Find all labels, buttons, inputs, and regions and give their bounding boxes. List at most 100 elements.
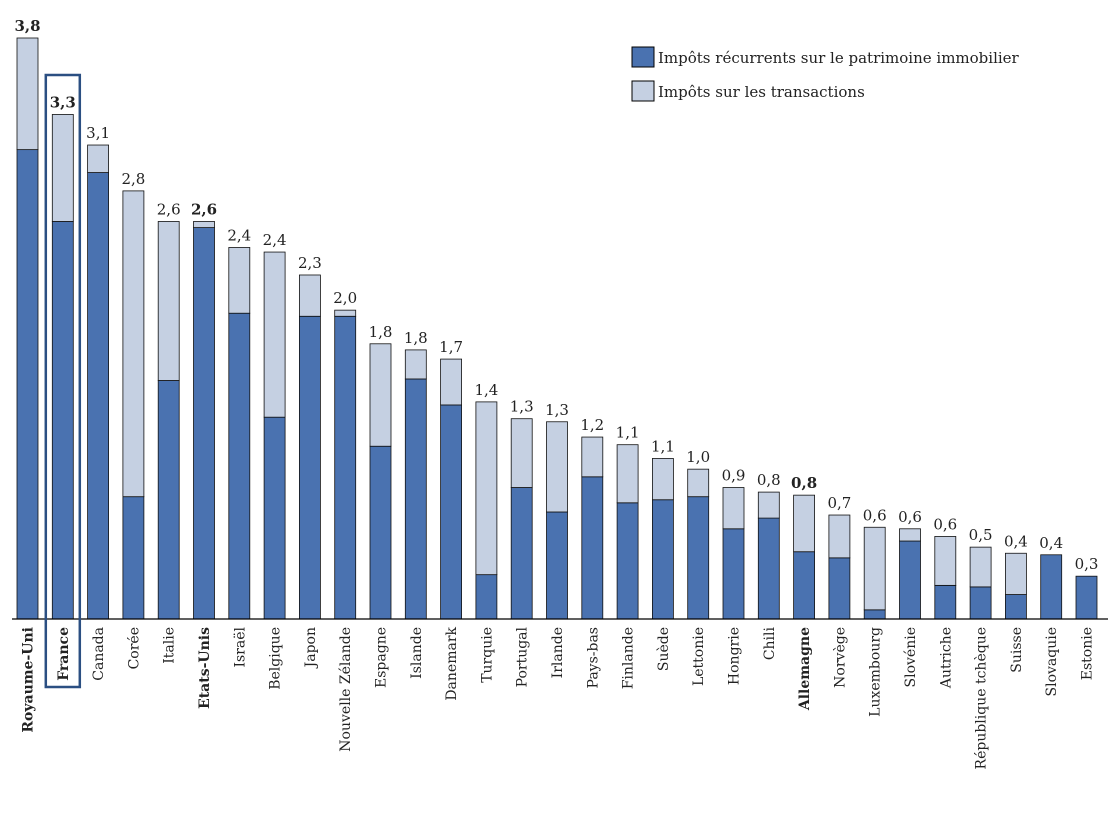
category-label-republique-tcheque: République tchèque [974,627,990,769]
total-label-etats-unis: 2,6 [191,200,217,218]
bar-transactions-royaume-uni [16,37,39,151]
bar-recurrent-nouvelle-zelande [334,315,357,620]
legend-label-transactions: Impôts sur les transactions [658,83,865,101]
category-label-norvege: Norvège [832,627,848,688]
france-highlight-box [44,73,82,689]
bar-recurrent-canada [87,172,109,620]
category-label-etats-unis: Etats-Unis [197,627,213,709]
bar-recurrent-espagne [369,445,392,620]
total-label-republique-tcheque: 0,5 [969,526,993,544]
bar-transactions-lettonie [687,468,710,498]
category-label-hongrie: Hongrie [727,627,743,685]
total-label-suede: 1,1 [651,437,675,455]
category-label-estonie: Estonie [1080,627,1096,680]
category-label-italie: Italie [162,627,178,664]
bar-recurrent-luxembourg [863,609,886,620]
category-label-islande: Islande [409,627,425,679]
legend: Impôts récurrents sur le patrimoine immo… [631,46,1020,102]
legend-label-recurrent: Impôts récurrents sur le patrimoine immo… [658,49,1020,67]
total-label-israel: 2,4 [227,226,251,244]
value-labels-group: 3,8 3,3 3,1 2,8 2,6 2,6 2,4 2,4 2,3 2,0 1,8 1,8 1,7 1… [14,17,1098,573]
bar-transactions-israel [228,247,251,314]
total-label-finlande: 1,1 [616,424,640,442]
bar-transactions-slovenie [899,528,921,542]
category-label-autriche: Autriche [938,627,954,689]
bar-transactions-nouvelle-zelande [334,309,357,317]
legend-swatch-transactions [631,80,655,102]
bar-transactions-belgique [263,251,286,418]
total-label-belgique: 2,4 [263,231,287,249]
total-label-danemark: 1,7 [439,338,463,356]
bar-recurrent-royaume-uni [16,149,39,620]
bar-recurrent-hongrie [722,528,745,620]
category-label-danemark: Danemark [444,626,460,700]
category-label-chili: Chili [762,626,778,660]
bar-recurrent-israel [228,312,251,620]
bar-transactions-chili [757,491,780,519]
bar-recurrent-suisse [1005,594,1027,620]
category-label-espagne: Espagne [374,627,390,688]
bar-recurrent-coree [122,496,145,620]
bar-transactions-canada [87,144,109,173]
bar-transactions-irlande [546,421,568,513]
bars-group [16,37,1098,620]
bar-transactions-france [51,114,74,222]
category-label-royaume-uni: Royaume-Uni [21,627,37,733]
total-label-allemagne: 0,8 [791,474,817,492]
bar-recurrent-etats-unis [193,227,215,620]
bar-transactions-suede [652,458,674,501]
bar-recurrent-chili [757,517,780,620]
bar-transactions-finlande [616,444,639,504]
bar-recurrent-france [51,221,74,620]
bar-recurrent-suede [652,499,674,620]
total-label-france: 3,3 [50,93,76,111]
bar-transactions-hongrie [722,487,745,530]
total-label-islande: 1,8 [404,329,428,347]
bar-recurrent-islande [404,378,427,620]
total-label-luxembourg: 0,6 [863,506,887,524]
category-label-allemagne: Allemagne [797,627,813,711]
legend-swatch-recurrent [631,46,655,68]
total-label-chili: 0,8 [757,471,781,489]
bar-transactions-portugal [510,418,533,488]
bar-recurrent-estonie [1075,575,1098,620]
total-label-hongrie: 0,9 [722,467,746,485]
bar-transactions-pays-bas [581,436,604,478]
total-label-slovenie: 0,6 [898,508,922,526]
bar-transactions-japon [298,274,321,317]
total-label-estonie: 0,3 [1075,555,1099,573]
total-label-japon: 2,3 [298,254,322,272]
total-label-espagne: 1,8 [369,323,393,341]
bar-recurrent-norvege [828,557,851,620]
bar-transactions-turquie [475,401,498,576]
bar-recurrent-irlande [546,511,568,620]
bar-transactions-coree [122,190,145,498]
category-label-portugal: Portugal [515,626,531,687]
category-label-irlande: Irlande [550,627,566,678]
bar-transactions-allemagne [793,494,815,553]
bar-recurrent-pays-bas [581,476,604,620]
category-label-turquie: Turquie [479,627,495,683]
total-label-canada: 3,1 [86,124,110,142]
category-label-nouvelle-zelande: Nouvelle Zélande [338,627,354,752]
bar-recurrent-slovaquie [1040,554,1063,620]
category-label-slovenie: Slovénie [903,627,919,687]
category-label-suede: Suède [656,627,672,671]
bar-transactions-etats-unis [193,221,215,228]
category-label-finlande: Finlande [621,627,637,689]
bar-transactions-suisse [1005,552,1027,595]
category-label-japon: Japon [303,627,319,669]
category-label-israel: Israël [232,626,248,667]
total-label-nouvelle-zelande: 2,0 [333,289,357,307]
bar-transactions-norvege [828,514,851,559]
bar-recurrent-allemagne [793,551,815,620]
total-label-irlande: 1,3 [545,401,569,419]
category-label-france: France [56,627,72,681]
total-label-suisse: 0,4 [1004,532,1028,550]
bar-recurrent-italie [157,380,180,620]
bar-transactions-luxembourg [863,526,886,611]
category-label-suisse: Suisse [1009,627,1025,673]
category-label-luxembourg: Luxembourg [868,627,884,717]
total-label-portugal: 1,3 [510,398,534,416]
